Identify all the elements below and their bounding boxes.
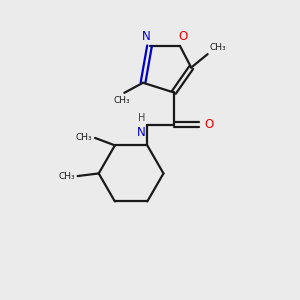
Text: CH₃: CH₃ <box>76 134 92 142</box>
Text: O: O <box>204 118 213 131</box>
Text: N: N <box>142 31 150 44</box>
Text: N: N <box>137 126 146 139</box>
Text: H: H <box>138 113 146 123</box>
Text: O: O <box>179 31 188 44</box>
Text: CH₃: CH₃ <box>114 96 130 105</box>
Text: CH₃: CH₃ <box>58 172 75 181</box>
Text: CH₃: CH₃ <box>210 43 226 52</box>
